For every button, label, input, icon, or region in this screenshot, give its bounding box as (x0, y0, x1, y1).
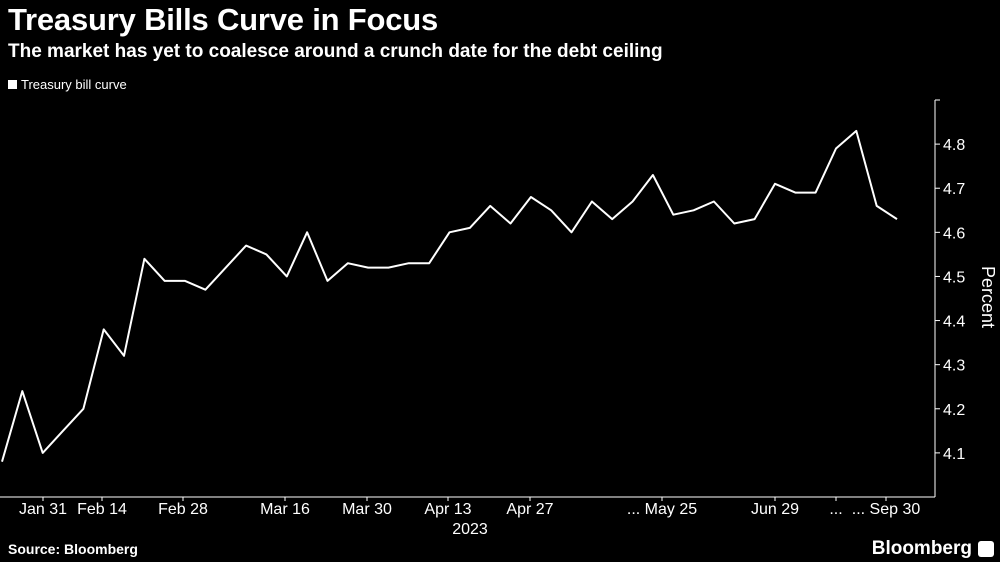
x-tick-label: ... (829, 501, 842, 518)
y-tick-label: 4.4 (943, 314, 965, 331)
legend-swatch (8, 80, 17, 89)
x-tick-label: Jan 31 (19, 501, 67, 518)
bloomberg-mark-icon (978, 541, 994, 557)
x-tick-label: Feb 14 (77, 501, 127, 518)
source-note: Source: Bloomberg (8, 541, 138, 557)
x-axis-ticks: Jan 31 Feb 14 Feb 28 Mar 16 Mar 30 Apr 13 Apr … (19, 497, 920, 518)
y-axis-label: Percent (978, 266, 998, 328)
x-tick-label: Apr 27 (506, 501, 553, 518)
y-tick-label: 4.1 (943, 446, 965, 463)
x-tick-label: Jun 29 (751, 501, 799, 518)
x-axis-year-label: 2023 (452, 521, 488, 538)
y-tick-label: 4.6 (943, 225, 965, 242)
x-tick-label: ... May 25 (627, 501, 697, 518)
x-tick-label: Feb 28 (158, 501, 208, 518)
x-tick-label: Apr 13 (424, 501, 471, 518)
x-tick-label: Mar 30 (342, 501, 392, 518)
y-tick-label: 4.7 (943, 181, 965, 198)
y-tick-label: 4.5 (943, 269, 965, 286)
x-tick-label: ... Sep 30 (852, 501, 921, 518)
x-tick-label: Mar 16 (260, 501, 310, 518)
chart-title: Treasury Bills Curve in Focus (8, 2, 439, 37)
y-tick-label: 4.8 (943, 137, 965, 154)
series-line-treasury-bill-curve (1, 129, 898, 462)
y-tick-label: 4.3 (943, 358, 965, 375)
chart-subtitle: The market has yet to coalesce around a … (8, 41, 663, 62)
legend-label: Treasury bill curve (21, 77, 127, 92)
y-axis-ticks: 4.1 4.2 4.3 4.4 4.5 4.6 4.7 4.8 (935, 99, 965, 463)
y-tick-label: 4.2 (943, 402, 965, 419)
chart-axes (0, 100, 936, 498)
legend: Treasury bill curve (8, 77, 127, 92)
bloomberg-logo: Bloomberg (871, 538, 972, 559)
